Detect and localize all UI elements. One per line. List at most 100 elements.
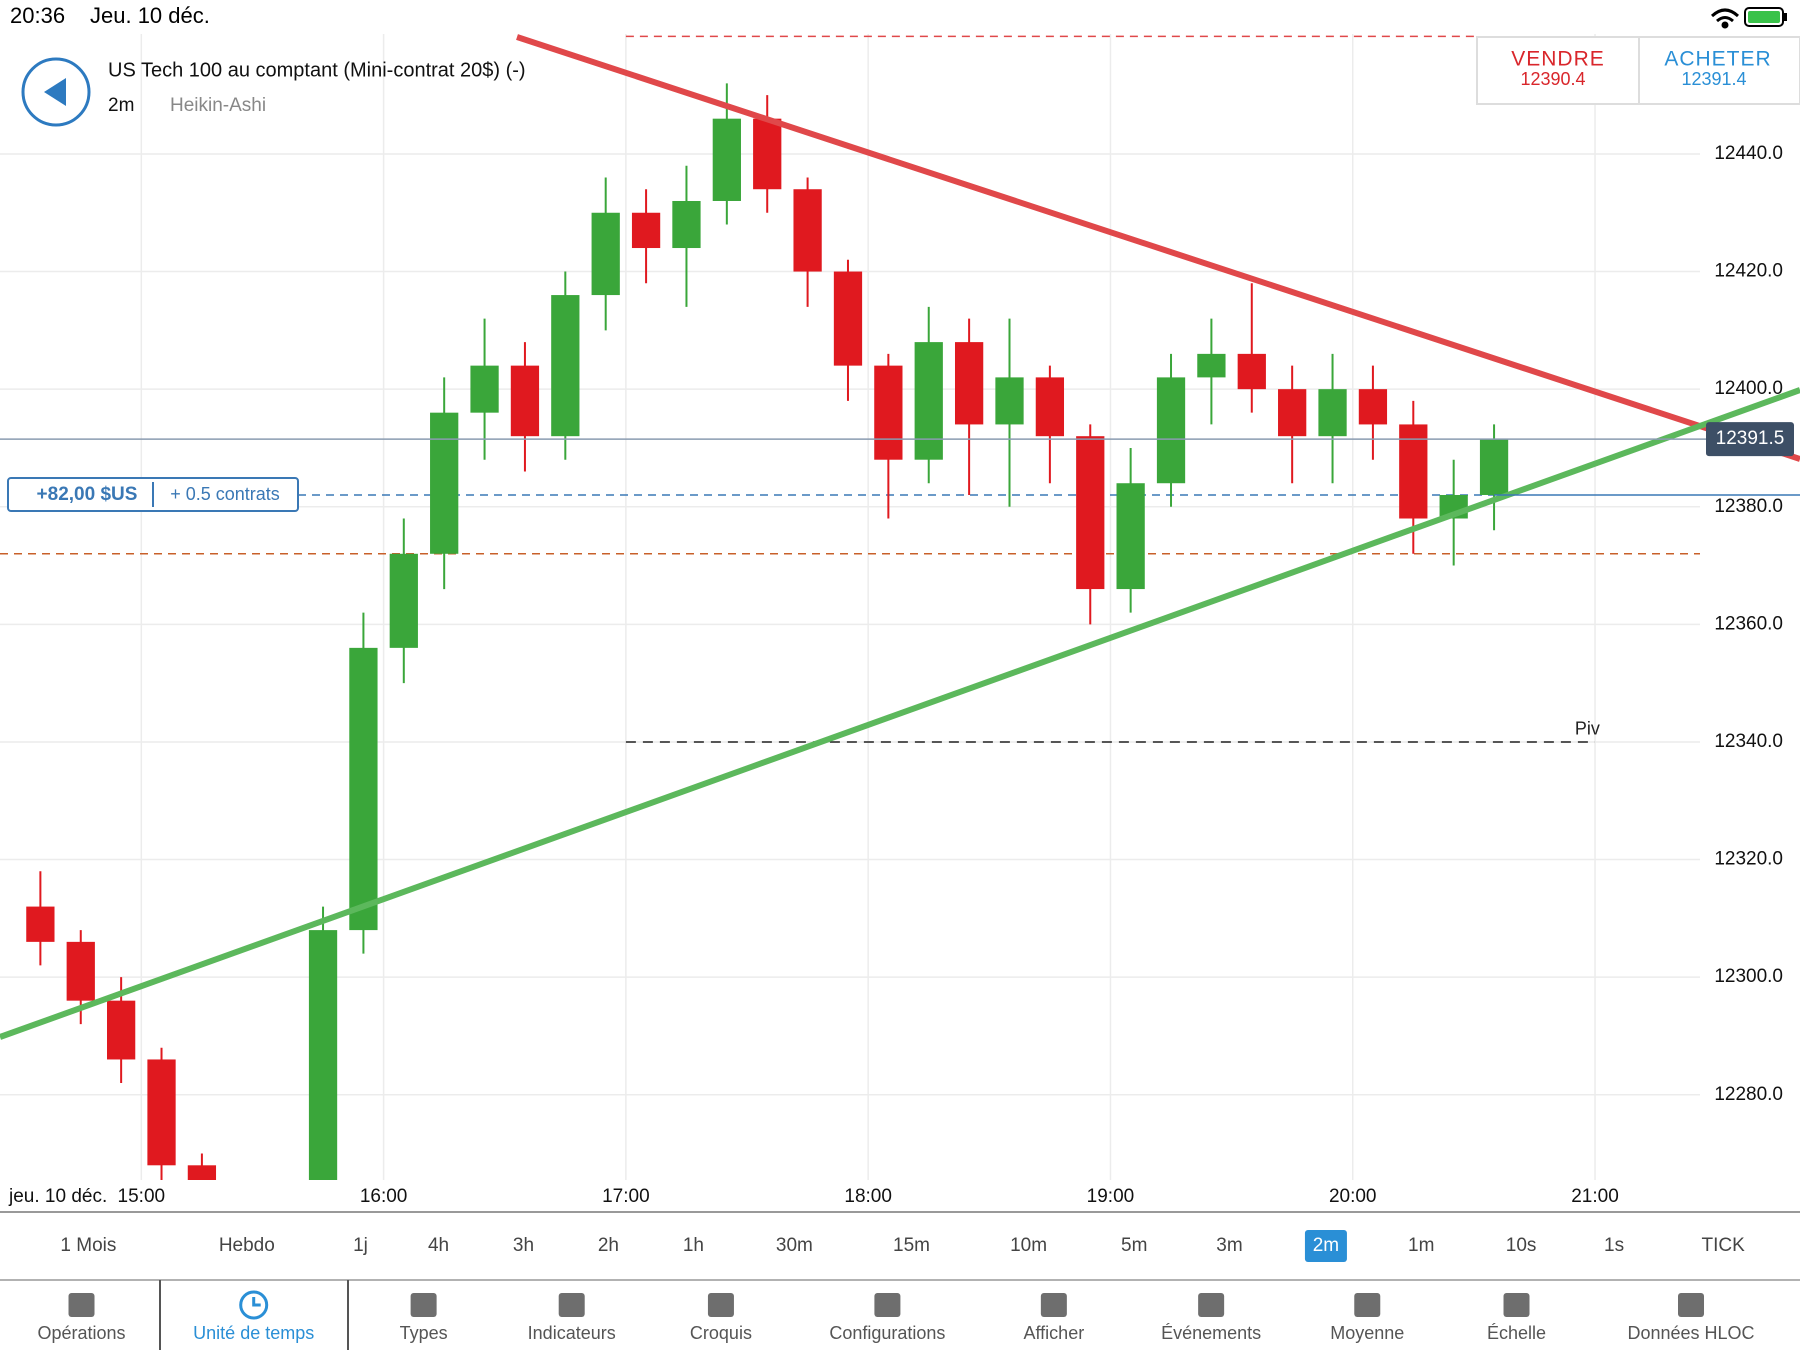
status-date: Jeu. 10 déc. [90,3,210,28]
x-tick-label: 19:00 [1087,1186,1135,1207]
toolbar-icon [558,1293,585,1317]
candle-body [26,906,55,942]
timeframe-option[interactable]: 10m [1010,1235,1047,1256]
resistance-trendline [516,34,1800,462]
x-tick-label: 20:00 [1329,1186,1377,1207]
candle-body [1116,483,1145,590]
toolbar-button[interactable]: Événements [1161,1323,1261,1343]
position-pnl: +82,00 $US [37,484,138,505]
x-tick-label: 15:00 [118,1186,166,1207]
timeframe-option[interactable]: 1h [683,1235,704,1256]
candle-body [470,365,499,413]
x-tick-label: 18:00 [844,1186,892,1207]
candle-body [430,412,459,554]
candle-body [1318,389,1347,437]
timeframe-option[interactable]: 5m [1121,1235,1147,1256]
toolbar-button[interactable]: Échelle [1487,1323,1546,1343]
candle-body [1035,377,1065,437]
buy-label: ACHETER [1664,48,1771,71]
candle-body [1237,353,1266,390]
timeframe-option[interactable]: 30m [776,1235,813,1256]
status-time: 20:36 [10,3,65,28]
toolbar-button[interactable]: Afficher [1024,1323,1085,1343]
chart-style: Heikin-Ashi [170,95,266,116]
buy-button[interactable]: ACHETER 12391.4 [1638,36,1800,105]
y-tick-label: 12380.0 [1714,496,1783,517]
toolbar-icon [1198,1293,1225,1317]
y-tick-label: 12400.0 [1714,378,1783,399]
candle-body [793,189,822,272]
timeframe-option[interactable]: 4h [428,1235,449,1256]
toolbar-button[interactable]: Opérations [37,1323,125,1343]
timeframe-option[interactable]: 1 Mois [60,1235,116,1256]
y-tick-label: 12440.0 [1714,143,1783,164]
sell-price: 12390.4 [1520,69,1585,89]
candle-body [1278,389,1307,437]
y-tick-label: 12280.0 [1714,1084,1783,1105]
candle-body [510,365,540,437]
timeframe-option[interactable]: 3h [513,1235,534,1256]
candle-body [712,118,741,201]
timeframe-option[interactable]: TICK [1702,1235,1746,1256]
candle-body [107,1000,136,1060]
candle-body [389,553,418,648]
timeframe-option[interactable]: 10s [1506,1235,1537,1256]
candle-body [1156,377,1186,484]
y-tick-label: 12300.0 [1714,966,1783,987]
candle-body [1197,353,1226,378]
back-button[interactable] [21,57,91,127]
date-label: jeu. 10 déc. [8,1186,107,1207]
candle-body [66,941,95,1001]
toolbar-icon [252,1297,261,1307]
candle-body [1076,436,1105,590]
y-tick-label: 12360.0 [1714,613,1783,634]
candle-body [672,200,701,249]
toolbar-icon [874,1293,901,1317]
position-size: + 0.5 contrats [170,484,280,504]
toolbar-icon [1354,1293,1381,1317]
timeframe-option[interactable]: 3m [1216,1235,1242,1256]
timeframe-option[interactable]: 1s [1604,1235,1624,1256]
candle-body [591,212,620,296]
toolbar-button[interactable]: Croquis [690,1323,752,1343]
timeframe-option[interactable]: Hebdo [219,1235,275,1256]
wifi [1710,8,1740,29]
x-tick-label: 21:00 [1571,1186,1619,1207]
current-price-box [1706,422,1794,457]
toolbar-icon [1503,1293,1530,1317]
candle-body [349,647,378,931]
timeframe-option[interactable]: 1j [353,1235,368,1256]
candle-body [914,342,943,460]
candle-body [954,342,984,425]
candle-body [874,365,903,460]
support-trendline [0,387,1800,1040]
instrument-name: US Tech 100 au comptant (Mini-contrat 20… [108,59,526,81]
y-tick-label: 12420.0 [1714,261,1783,282]
toolbar-icon [707,1293,734,1317]
timeframe-selected [1304,1230,1347,1262]
timeframe-option[interactable]: 2h [598,1235,619,1256]
toolbar-button[interactable]: Moyenne [1330,1323,1404,1343]
toolbar-button[interactable]: Indicateurs [528,1323,616,1343]
candle-body [308,930,338,1180]
x-tick-label: 16:00 [360,1186,408,1207]
position-box[interactable]: +82,00 $US + 0.5 contrats [7,477,299,512]
candle-body [551,295,580,437]
timeframe-option[interactable]: 15m [893,1235,930,1256]
candle-body [187,1165,217,1180]
toolbar-icon [1678,1293,1705,1317]
candle-body [1358,389,1388,425]
buy-price: 12391.4 [1681,69,1746,89]
toolbar-button[interactable]: Données HLOC [1627,1323,1754,1343]
candle-body [631,212,661,249]
battery [1744,7,1787,27]
toolbar-button[interactable]: Types [400,1323,448,1343]
timeframe-option[interactable]: 2m [1313,1235,1339,1256]
sell-button[interactable]: VENDRE 12390.4 [1476,36,1640,105]
timeframe-option[interactable]: 1m [1408,1235,1434,1256]
toolbar-button[interactable]: Unité de temps [193,1323,314,1343]
toolbar-button[interactable]: Configurations [829,1323,945,1343]
candle-body [833,271,863,366]
